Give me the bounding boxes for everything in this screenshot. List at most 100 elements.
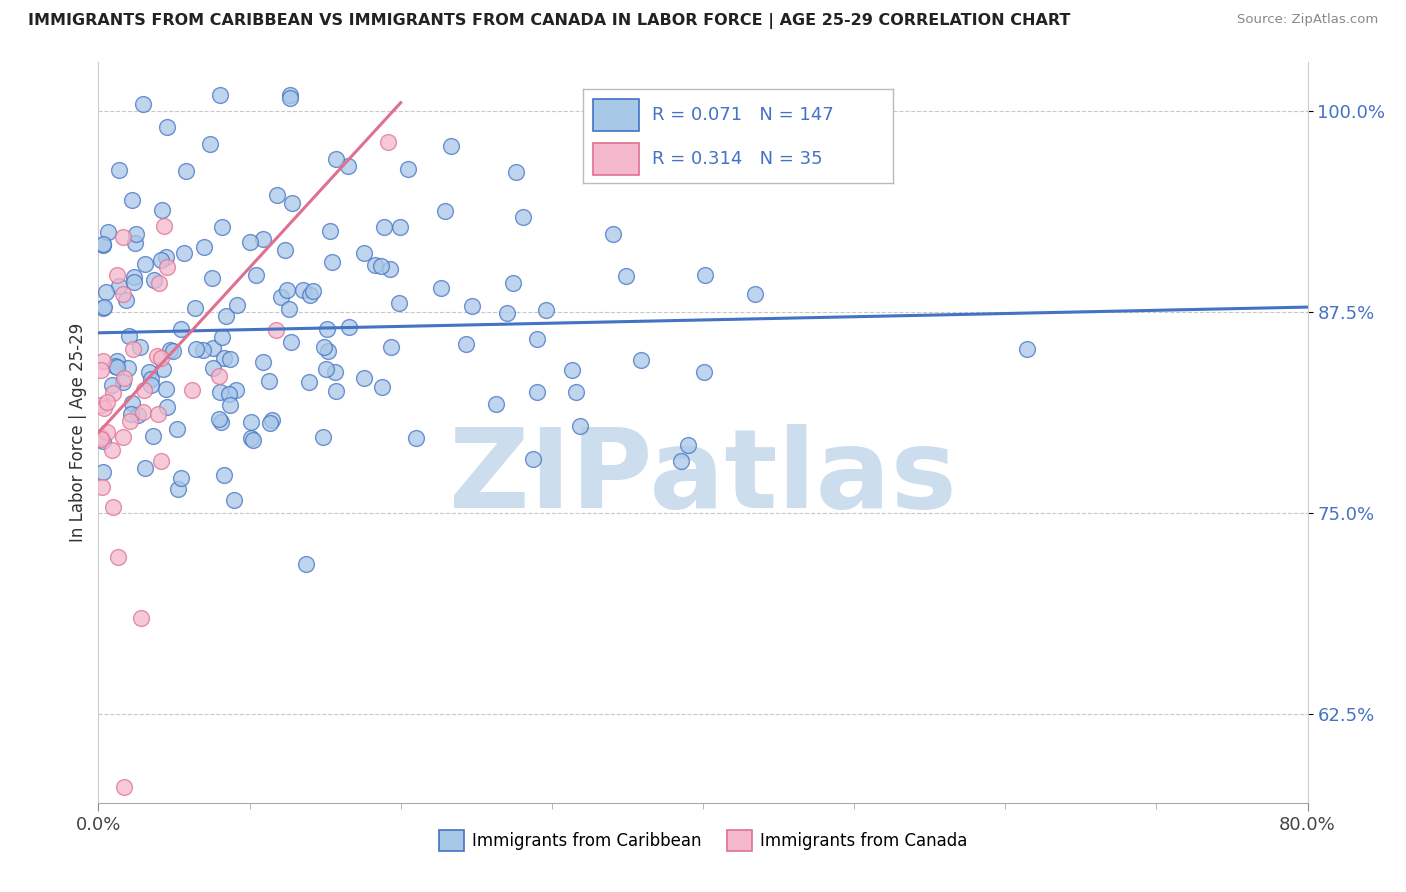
Text: R = 0.314   N = 35: R = 0.314 N = 35 xyxy=(651,150,823,168)
Point xyxy=(260,412,283,426)
Point xyxy=(121,395,143,409)
Point xyxy=(132,383,155,397)
Point xyxy=(91,353,114,368)
Point xyxy=(149,454,172,468)
Point xyxy=(245,268,267,282)
Point xyxy=(693,365,716,379)
Point xyxy=(270,289,292,303)
Point xyxy=(132,405,155,419)
Y-axis label: In Labor Force | Age 25-29: In Labor Force | Age 25-29 xyxy=(69,323,87,542)
Point xyxy=(502,276,524,290)
Point xyxy=(146,407,169,421)
Point xyxy=(239,235,262,249)
Point xyxy=(209,416,232,430)
Point xyxy=(90,363,112,377)
Point xyxy=(292,283,315,297)
Point xyxy=(512,210,534,224)
Point xyxy=(90,430,112,444)
Point xyxy=(156,400,179,414)
Point xyxy=(278,301,301,316)
Point xyxy=(388,219,411,234)
Point xyxy=(166,422,188,436)
Point xyxy=(242,433,264,447)
Point xyxy=(295,557,318,571)
Point xyxy=(264,323,287,337)
Point xyxy=(169,471,191,485)
Point xyxy=(166,482,188,496)
Point xyxy=(134,257,156,271)
Point xyxy=(91,237,114,252)
Point xyxy=(211,330,233,344)
Point xyxy=(112,371,135,385)
Point xyxy=(211,219,233,234)
Point xyxy=(316,322,339,336)
Point xyxy=(141,372,163,386)
Point xyxy=(174,164,197,178)
Point xyxy=(155,382,177,396)
Point xyxy=(319,224,342,238)
Point xyxy=(141,377,163,392)
Point xyxy=(321,255,343,269)
Point xyxy=(152,362,174,376)
Point xyxy=(239,415,262,429)
Point xyxy=(150,203,173,218)
Point xyxy=(142,429,165,443)
Point xyxy=(105,354,128,368)
Point xyxy=(107,549,129,564)
Point xyxy=(505,165,527,179)
Point xyxy=(209,384,232,399)
Point xyxy=(259,417,281,431)
Point xyxy=(485,397,508,411)
Point xyxy=(105,268,128,282)
Point xyxy=(108,278,131,293)
Point xyxy=(239,431,262,445)
Point xyxy=(93,401,115,415)
Point xyxy=(302,285,325,299)
Point xyxy=(125,227,148,242)
Point xyxy=(526,332,548,346)
Point xyxy=(122,269,145,284)
Point xyxy=(430,281,453,295)
Point xyxy=(153,219,176,234)
Point xyxy=(323,365,346,379)
Point xyxy=(214,310,236,324)
Point xyxy=(138,365,160,379)
Point xyxy=(170,322,193,336)
Point xyxy=(149,253,172,268)
Point xyxy=(373,219,395,234)
Point xyxy=(146,349,169,363)
Point xyxy=(93,465,115,479)
Point xyxy=(252,354,274,368)
Point xyxy=(90,432,112,446)
Point xyxy=(377,135,399,149)
Point xyxy=(434,203,457,218)
Point xyxy=(112,230,135,244)
Point xyxy=(120,408,142,422)
Point xyxy=(405,431,427,445)
Point xyxy=(353,246,375,260)
Point xyxy=(112,429,135,443)
Point xyxy=(104,359,127,374)
Point xyxy=(299,287,322,301)
Point xyxy=(281,196,304,211)
Bar xyxy=(593,98,640,131)
Point xyxy=(115,293,138,307)
Point xyxy=(378,261,401,276)
Point xyxy=(101,386,124,401)
Point xyxy=(534,302,557,317)
Point xyxy=(117,360,139,375)
Point xyxy=(363,258,385,272)
Point xyxy=(181,383,204,397)
Point xyxy=(337,320,360,334)
Point xyxy=(630,353,652,368)
Point xyxy=(101,500,124,515)
Point xyxy=(298,375,321,389)
Point xyxy=(526,384,548,399)
Point xyxy=(371,380,394,394)
Point xyxy=(193,240,215,254)
Point xyxy=(121,193,143,207)
Point xyxy=(568,418,591,433)
Point xyxy=(159,343,181,357)
Point xyxy=(274,243,297,257)
Point xyxy=(93,301,115,315)
